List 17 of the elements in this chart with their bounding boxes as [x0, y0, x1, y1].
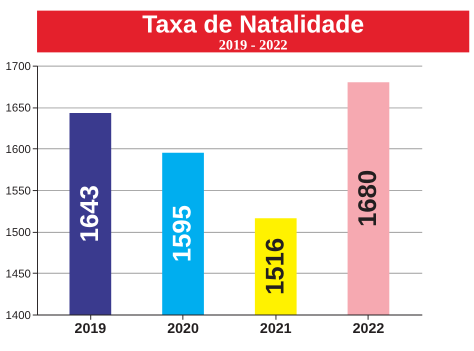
x-tick-label: 2022	[352, 321, 384, 338]
y-tick-label: 1450	[6, 268, 31, 280]
data-label: 1595	[168, 205, 197, 262]
chart-title: Taxa de Natalidade	[142, 11, 364, 38]
y-tick-label: 1550	[6, 185, 31, 198]
y-tick-label: 1600	[6, 144, 31, 156]
x-tick-label: 2019	[74, 321, 106, 338]
y-tick-label: 1500	[6, 226, 31, 239]
data-label: 1680	[354, 170, 382, 227]
x-tick-label: 2021	[260, 321, 292, 338]
data-label: 1643	[76, 185, 104, 242]
y-tick-label: 1650	[6, 102, 31, 114]
x-tick-label: 2020	[167, 321, 199, 338]
data-label: 1516	[261, 238, 290, 295]
y-tick-label: 1400	[6, 310, 31, 322]
chart-subtitle: 2019 - 2022	[218, 38, 288, 54]
y-tick-label: 1700	[6, 60, 31, 73]
